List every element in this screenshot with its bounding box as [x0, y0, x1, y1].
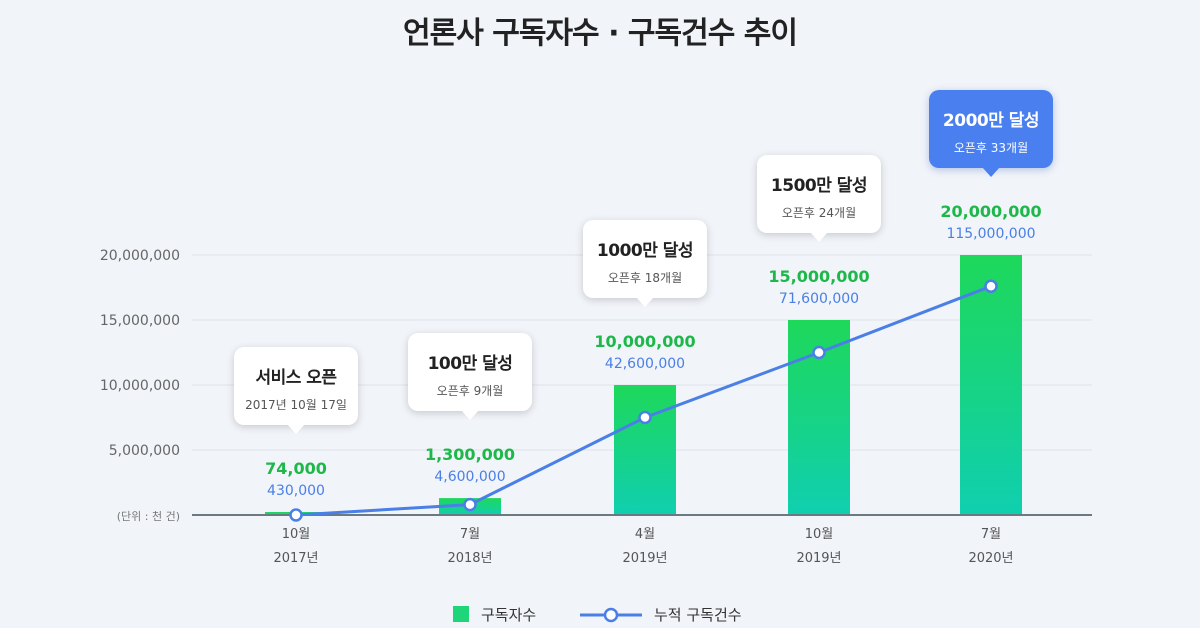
callout-title: 1500만 달성: [770, 176, 868, 196]
cumulative-value-label: 42,600,000: [605, 356, 685, 372]
bar-value-label: 74,000: [265, 459, 327, 478]
line-point: [638, 410, 652, 425]
cumulative-value-label: 71,600,000: [779, 291, 859, 307]
milestone-callout: 서비스 오픈 2017년 10월 17일: [234, 347, 358, 434]
callout-title: 서비스 오픈: [255, 368, 337, 388]
legend-line-swatch: [580, 607, 642, 623]
x-tick-year: 2018년: [447, 551, 492, 566]
line-point: [812, 345, 826, 360]
cumulative-value-label: 115,000,000: [946, 226, 1035, 242]
legend-label-subscribers: 구독자수: [481, 606, 537, 624]
callout-subtitle: 오픈후 33개월: [953, 141, 1029, 155]
callout-subtitle: 오픈후 24개월: [781, 206, 857, 220]
callout-title: 1000만 달성: [596, 241, 694, 261]
x-tick-year: 2019년: [622, 551, 667, 566]
legend-label-cumulative: 누적 구독건수: [654, 606, 742, 624]
cumulative-value-label: 4,600,000: [434, 469, 505, 485]
x-tick-month: 10월: [805, 527, 834, 542]
bar-value-label: 10,000,000: [594, 332, 695, 351]
y-tick-label: 20,000,000: [100, 248, 180, 264]
data-labels: 74,000 430,000 1,300,000 4,600,000 10,000,00…: [265, 202, 1041, 499]
y-axis: 20,000,000 15,000,000 10,000,000 5,000,000 (…: [100, 248, 180, 523]
x-tick-month: 7월: [460, 527, 480, 542]
x-tick-month: 7월: [981, 527, 1001, 542]
y-tick-label: 15,000,000: [100, 313, 180, 329]
line-point: [984, 279, 998, 293]
callout-subtitle: 오픈후 9개월: [436, 384, 504, 399]
unit-note: (단위 : 천 건): [117, 509, 180, 523]
bar-value-label: 15,000,000: [768, 267, 869, 286]
x-tick-month: 4월: [635, 527, 655, 542]
legend-bar-swatch: [453, 606, 469, 622]
chart-title: 언론사 구독자수 · 구독건수 추이: [403, 16, 798, 51]
y-tick-label: 5,000,000: [109, 443, 180, 459]
x-tick-labels: 10월 2017년 7월 2018년 4월 2019년 10월 2019년 7월 2020년: [273, 527, 1013, 566]
bar-value-label: 20,000,000: [940, 202, 1041, 221]
callout-title: 2000만 달성: [942, 111, 1040, 131]
callout-subtitle: 오픈후 18개월: [607, 271, 683, 285]
legend: 구독자수 누적 구독건수: [0, 602, 1200, 628]
bar-value-label: 1,300,000: [425, 445, 515, 464]
x-tick-year: 2019년: [796, 551, 841, 566]
callout-subtitle: 2017년 10월 17일: [245, 398, 347, 412]
bar: [614, 385, 676, 515]
y-tick-label: 10,000,000: [100, 378, 180, 394]
cumulative-value-label: 430,000: [267, 483, 325, 499]
line-point: [289, 508, 303, 522]
callout-title: 100만 달성: [427, 354, 513, 375]
line-point: [463, 497, 477, 512]
x-tick-year: 2017년: [273, 551, 318, 566]
x-tick-month: 10월: [282, 527, 311, 542]
x-tick-year: 2020년: [968, 551, 1013, 566]
bar: [960, 255, 1022, 515]
line-series: [289, 279, 998, 522]
